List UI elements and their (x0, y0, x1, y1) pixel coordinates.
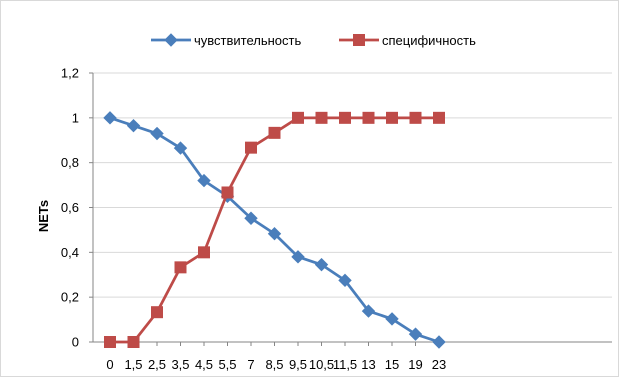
y-tick-label: 1 (72, 110, 79, 125)
x-tick-label: 13 (361, 357, 375, 372)
x-tick-label: 9,5 (289, 357, 307, 372)
data-point (152, 307, 163, 318)
data-point (387, 112, 398, 123)
y-tick-label: 0,2 (61, 290, 79, 305)
x-tick-label: 15 (385, 357, 399, 372)
legend-label: специфичность (382, 33, 476, 48)
data-point (199, 247, 210, 258)
data-point (434, 112, 445, 123)
y-tick-label: 0,4 (61, 245, 79, 260)
y-tick-label: 0 (72, 335, 79, 350)
data-point (105, 337, 116, 348)
data-point (246, 142, 257, 153)
data-point (222, 187, 233, 198)
x-tick-label: 23 (432, 357, 446, 372)
x-tick-label: 19 (408, 357, 422, 372)
data-point (269, 127, 280, 138)
data-point (363, 112, 374, 123)
legend-item: специфичность (339, 33, 476, 48)
x-tick-label: 3,5 (171, 357, 189, 372)
x-tick-label: 5,5 (218, 357, 236, 372)
x-tick-label: 4,5 (195, 357, 213, 372)
x-tick-label: 7 (247, 357, 254, 372)
y-tick-label: 0,8 (61, 155, 79, 170)
x-tick-label: 0 (106, 357, 113, 372)
x-tick-label: 10,5 (309, 357, 334, 372)
data-point (410, 112, 421, 123)
data-point (293, 112, 304, 123)
legend-marker (354, 35, 365, 46)
legend-label: чувствительность (194, 33, 301, 48)
data-point (340, 112, 351, 123)
data-point (175, 262, 186, 273)
x-tick-label: 8,5 (265, 357, 283, 372)
y-tick-label: 1,2 (61, 66, 79, 81)
x-tick-label: 1,5 (124, 357, 142, 372)
data-point (316, 112, 327, 123)
data-point (128, 337, 139, 348)
x-tick-labels: 0 1,5 2,5 3,5 4,5 5,5 7 8,5 9,5 10,511,5 13 15 19 23 (106, 357, 446, 372)
y-tick-label: 0,6 (61, 200, 79, 215)
x-tick-label: 11,5 (333, 357, 357, 372)
y-axis-title: NETs (36, 200, 51, 232)
x-tick-label: 2,5 (148, 357, 166, 372)
